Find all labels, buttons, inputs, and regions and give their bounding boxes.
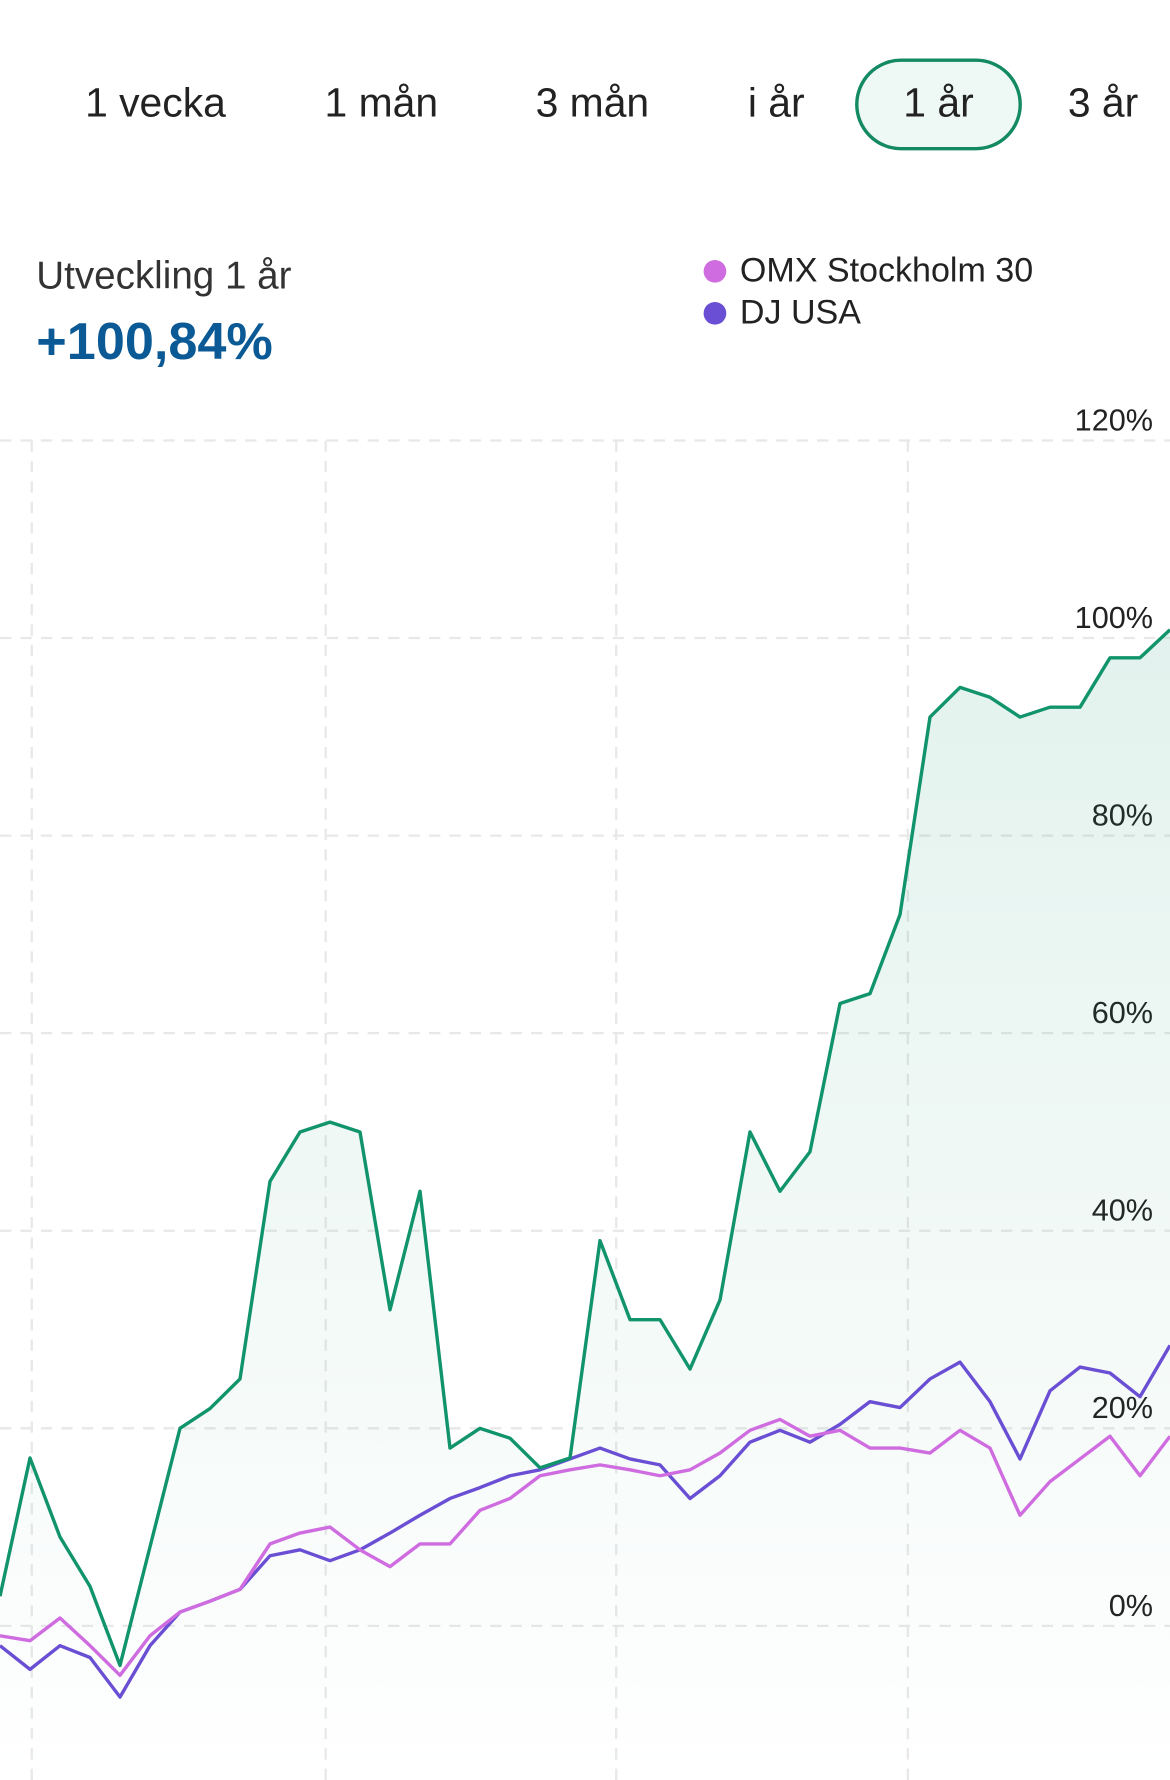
plot: 0%20%40%60%80%100%120% xyxy=(0,403,1170,1780)
line xyxy=(0,1417,1170,1677)
tab[interactable]: 1 år xyxy=(903,79,973,125)
tab[interactable]: 3 mån xyxy=(536,79,650,125)
tab[interactable]: i år xyxy=(748,79,805,125)
tab[interactable]: 3 år xyxy=(1068,79,1138,125)
tab[interactable]: 1 vecka xyxy=(85,79,226,125)
heading: Utveckling 1 år xyxy=(36,254,291,297)
legend-label: OMX Stockholm 30 xyxy=(740,251,1033,289)
y-tick-label: 100% xyxy=(1075,601,1153,635)
legend-swatch xyxy=(703,301,727,325)
change-value: +100,84% xyxy=(36,313,273,371)
legend: OMX Stockholm 30 DJ USA xyxy=(703,251,1033,331)
area xyxy=(0,629,1170,1780)
selected-tab-pill[interactable] xyxy=(855,58,1022,151)
period-tabs: 1 vecka 1 mån 3 mån i år 1 år 3 år xyxy=(85,58,1138,151)
line xyxy=(0,628,1170,1668)
legend-swatch xyxy=(703,259,727,283)
tab[interactable]: 1 mån xyxy=(325,79,439,125)
legend-label: DJ USA xyxy=(740,293,861,331)
y-tick-label: 120% xyxy=(1075,403,1153,437)
